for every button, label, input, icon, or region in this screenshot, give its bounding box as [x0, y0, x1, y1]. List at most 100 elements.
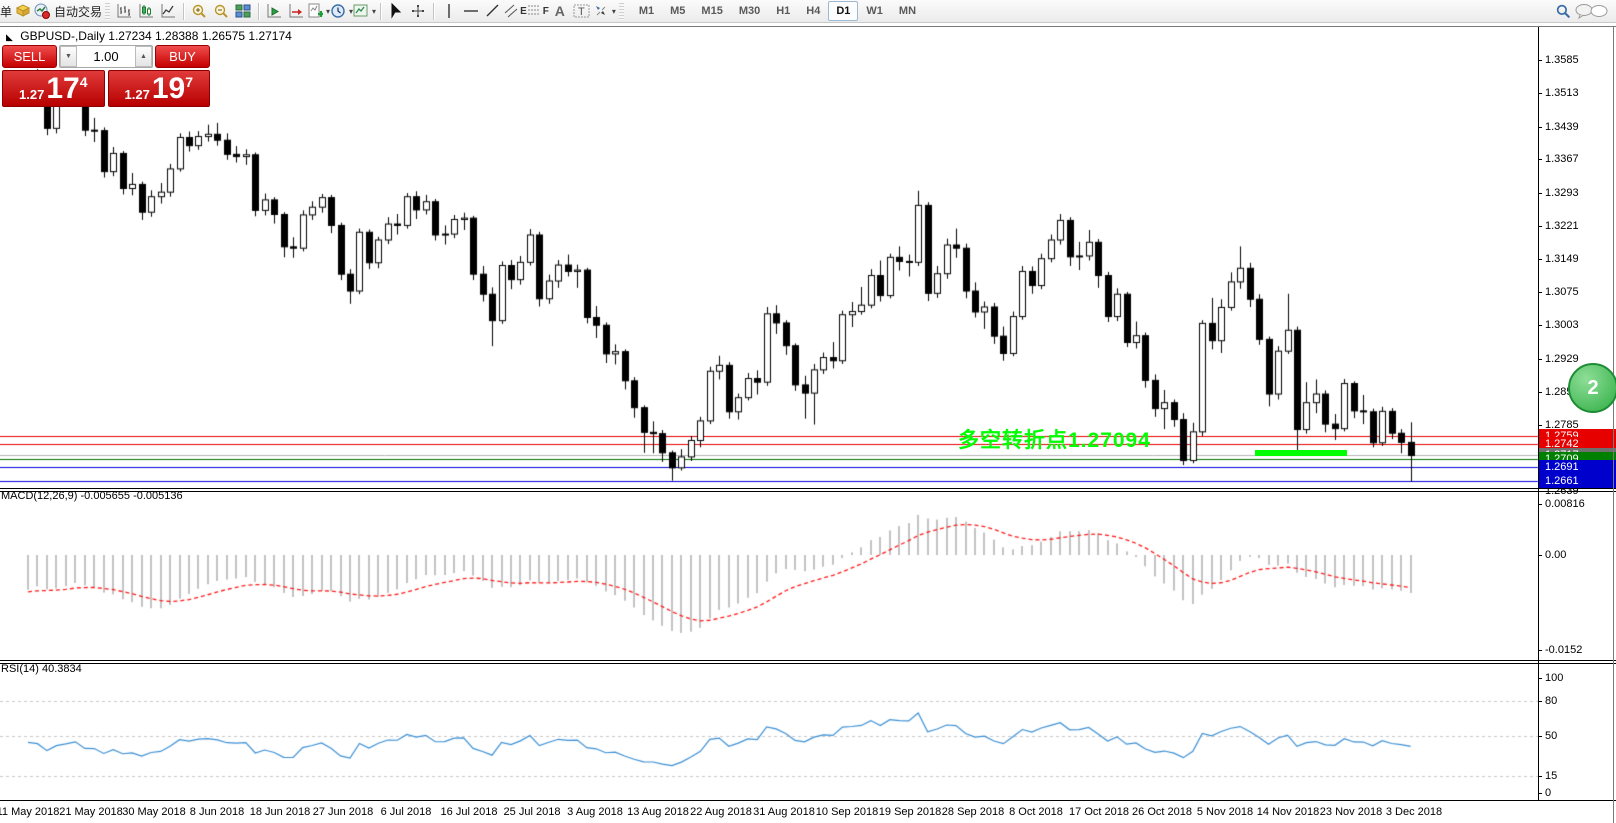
date-axis-label: 26 Oct 2018 — [1132, 806, 1192, 818]
lime-highlight-segment[interactable] — [1255, 450, 1347, 456]
price-axis-label: 1.2785 — [1545, 418, 1579, 431]
sell-price-big: 17 — [46, 72, 80, 105]
zoom-out-icon[interactable] — [210, 1, 232, 21]
pane-separator-macd[interactable] — [0, 491, 1616, 492]
timeframe-button-d1[interactable]: D1 — [828, 1, 859, 21]
pane-separator-rsi[interactable] — [0, 660, 1616, 661]
candlestick-icon[interactable] — [135, 1, 157, 21]
sell-price-sup: 4 — [79, 74, 88, 90]
sell-price-prefix: 1.27 — [19, 87, 45, 102]
timeframe-button-h4[interactable]: H4 — [806, 5, 821, 17]
text-icon[interactable]: A — [549, 1, 571, 21]
date-axis-label: 19 Sep 2018 — [878, 806, 942, 818]
price-axis-tick — [1538, 292, 1542, 293]
date-axis-label: 30 May 2018 — [122, 806, 186, 818]
price-axis-tick — [1538, 359, 1542, 360]
sell-price-display[interactable]: 1.27 17 4 — [2, 70, 105, 107]
autotrade-button[interactable]: 自动交易 — [34, 1, 102, 21]
arrows-caret-icon[interactable]: ▾ — [611, 6, 616, 16]
macd-axis-tick — [1538, 650, 1542, 651]
rsi-axis-tick — [1538, 776, 1542, 777]
buy-button[interactable]: BUY — [155, 45, 210, 68]
vertical-line-icon[interactable] — [438, 1, 460, 21]
buy-price-display[interactable]: 1.27 19 7 — [107, 70, 210, 107]
channel-icon[interactable]: E — [504, 1, 527, 21]
rsi-axis-label: 0 — [1545, 787, 1552, 799]
line-chart-icon[interactable] — [157, 1, 179, 21]
autoscroll-icon[interactable] — [263, 1, 285, 21]
svg-text:T: T — [578, 6, 585, 18]
price-level-badge-hline-blue[interactable]: 1.2691 — [1539, 460, 1616, 475]
timeframe-button-h1[interactable]: H1 — [776, 5, 791, 17]
date-axis-label: 3 Dec 2018 — [1385, 806, 1443, 818]
periods-caret-icon[interactable]: ▾ — [349, 6, 354, 16]
volume-increase-button[interactable]: ▲ — [135, 46, 152, 67]
templates-caret-icon[interactable]: ▾ — [372, 6, 377, 16]
rsi-axis-tick — [1538, 701, 1542, 702]
rsi-axis-tick — [1538, 678, 1542, 679]
chart-title-symbol: GBPUSD-,Daily — [20, 29, 105, 43]
arrows-icon[interactable]: ▾ — [593, 1, 616, 21]
one-click-trading-panel: SELL ▼ 1.00 ▲ BUY 1.27 17 4 1.27 19 7 — [2, 45, 210, 107]
toolbar-grip[interactable] — [618, 2, 624, 20]
timeframe-button-m30[interactable]: M30 — [738, 5, 761, 17]
price-level-badge-hline-red[interactable]: 1.2742 — [1539, 437, 1616, 452]
timeframe-button-m5[interactable]: M5 — [670, 5, 686, 17]
volume-decrease-button[interactable]: ▼ — [60, 46, 77, 67]
date-axis-label: 17 Oct 2018 — [1069, 806, 1129, 818]
timeframe-button-m15[interactable]: M15 — [701, 5, 723, 17]
date-axis-label: 23 Nov 2018 — [1319, 806, 1383, 818]
tile-windows-icon[interactable] — [232, 1, 254, 21]
turning-point-annotation[interactable]: 多空转折点1.27094 — [958, 429, 1151, 452]
sell-button[interactable]: SELL — [2, 45, 57, 68]
date-axis-label: 25 Jul 2018 — [503, 806, 561, 818]
date-axis-label: 8 Oct 2018 — [1009, 806, 1063, 818]
crosshair-icon[interactable] — [407, 1, 429, 21]
price-axis-border — [1538, 27, 1539, 801]
periods-icon[interactable]: ▾ — [330, 1, 353, 21]
toolbar-grip[interactable] — [105, 2, 111, 20]
price-axis-tick — [1538, 93, 1542, 94]
pane-separator-macd[interactable] — [0, 488, 1616, 489]
indicators-icon[interactable]: ▾ — [307, 1, 330, 21]
timeframe-button-mn[interactable]: MN — [898, 5, 917, 17]
templates-icon[interactable]: ▾ — [353, 1, 376, 21]
price-axis-tick — [1538, 127, 1542, 128]
volume-input[interactable]: 1.00 — [93, 49, 119, 64]
price-axis-label: 1.3221 — [1545, 219, 1579, 232]
chart-title: ◣ GBPUSD-,Daily 1.27234 1.28388 1.26575 … — [6, 29, 292, 43]
cursor-icon[interactable] — [385, 1, 407, 21]
volume-stepper: ▼ 1.00 ▲ — [59, 45, 153, 68]
main-toolbar: 单 自动交易 ▾ ▾ ▾ — [0, 0, 1616, 23]
indicators-caret-icon[interactable]: ▾ — [326, 6, 331, 16]
price-level-badge-hline-blue[interactable]: 1.2661 — [1539, 473, 1616, 488]
new-order-partial-label[interactable]: 单 — [0, 4, 12, 19]
date-axis-label: 6 Jul 2018 — [380, 806, 432, 818]
price-axis-tick — [1538, 259, 1542, 260]
search-icon[interactable] — [1552, 1, 1574, 21]
pane-separator-rsi[interactable] — [0, 663, 1616, 664]
text-label-icon[interactable]: T — [571, 1, 593, 21]
timeframe-button-w1[interactable]: W1 — [866, 5, 883, 17]
zoom-in-icon[interactable] — [188, 1, 210, 21]
fibonacci-icon[interactable]: F — [527, 1, 549, 21]
horizontal-line-icon[interactable] — [460, 1, 482, 21]
date-axis-label: 21 May 2018 — [59, 806, 123, 818]
text-icon-letter: A — [554, 3, 565, 19]
chat-icon[interactable] — [1574, 1, 1614, 21]
date-axis-label: 27 Jun 2018 — [312, 806, 374, 818]
chart-shift-icon[interactable] — [285, 1, 307, 21]
date-axis-label: 3 Aug 2018 — [567, 806, 623, 818]
date-axis-label: 28 Sep 2018 — [941, 806, 1005, 818]
price-axis-label: 1.3075 — [1545, 286, 1579, 299]
macd-axis-label: -0.0152 — [1545, 644, 1583, 656]
new-order-icon[interactable] — [12, 1, 34, 21]
chart-title-arrow-icon: ◣ — [6, 32, 13, 42]
notification-badge[interactable]: 2 — [1568, 363, 1616, 413]
macd-axis-label: 0.00 — [1545, 549, 1567, 561]
rsi-value-text: 40.3834 — [41, 663, 82, 675]
timeframe-button-m1[interactable]: M1 — [638, 5, 655, 17]
bar-chart-icon[interactable] — [113, 1, 135, 21]
trendline-icon[interactable] — [482, 1, 504, 21]
